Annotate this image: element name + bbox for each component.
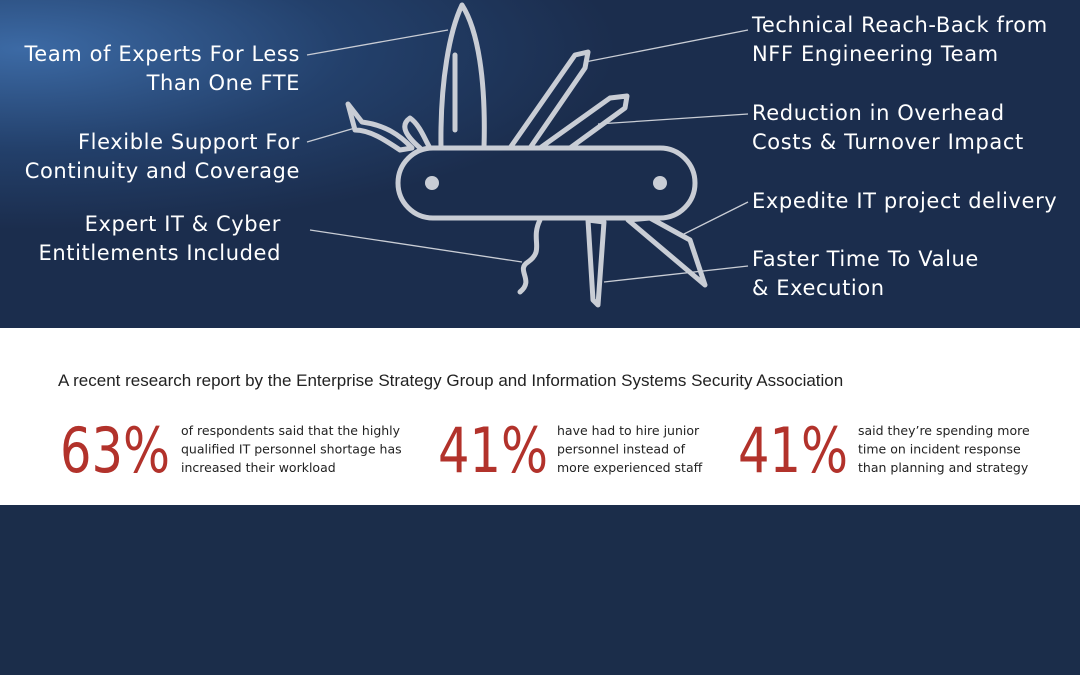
knife-labels: Team of Experts For Less Than One FTE Fl… (23, 13, 1057, 300)
knife-illustration (345, 2, 708, 308)
leader-lines (306, 29, 749, 283)
research-intro: A recent research report by the Enterpri… (58, 371, 843, 390)
feature-label: Faster Time To Value (752, 247, 979, 271)
stat-description: qualified IT personnel shortage has (181, 442, 402, 457)
hero-panel (0, 0, 1080, 328)
feature-label: Technical Reach-Back from (751, 13, 1048, 37)
stat-description: more experienced staff (557, 460, 703, 475)
stat-description: personnel instead of (557, 442, 686, 457)
rivet (653, 176, 667, 190)
feature-label: NFF Engineering Team (752, 42, 999, 66)
feature-label: Expert IT & Cyber (85, 212, 281, 236)
feature-label: Flexible Support For (78, 130, 300, 154)
stat-description: said they’re spending more (858, 423, 1030, 438)
stat-description: than planning and strategy (858, 460, 1029, 475)
feature-label: Costs & Turnover Impact (752, 130, 1024, 154)
stats-band (0, 328, 1080, 505)
stat-description: of respondents said that the highly (181, 423, 401, 438)
stat-figure: 41% (438, 414, 548, 487)
footer-panel (0, 505, 1080, 675)
feature-label: Reduction in Overhead (752, 101, 1005, 125)
feature-label: Entitlements Included (38, 241, 281, 265)
stat-description: have had to hire junior (557, 423, 700, 438)
feature-label: & Execution (752, 276, 885, 300)
stat-figure: 63% (60, 414, 170, 487)
feature-label: Than One FTE (146, 71, 300, 95)
stats: 63% of respondents said that the highly qu… (60, 414, 1030, 487)
feature-label: Team of Experts For Less (23, 42, 300, 66)
stat-description: increased their workload (181, 460, 336, 475)
rivet (425, 176, 439, 190)
feature-label: Expedite IT project delivery (752, 189, 1057, 213)
stat-figure: 41% (738, 414, 848, 487)
stat-description: time on incident response (858, 442, 1021, 457)
feature-label: Continuity and Coverage (25, 159, 300, 183)
